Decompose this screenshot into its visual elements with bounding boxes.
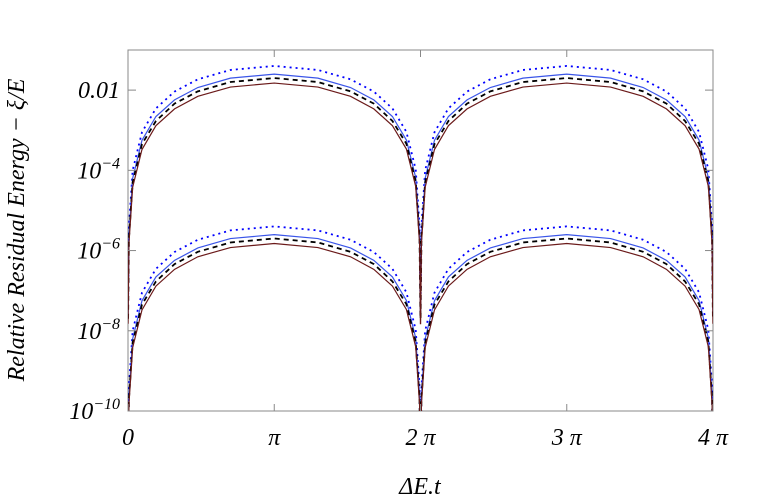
series-line bbox=[128, 242, 713, 411]
series-line bbox=[128, 233, 713, 411]
x-tick-label: 2 π bbox=[405, 425, 436, 451]
series-line bbox=[128, 65, 713, 308]
y-tick-label: 10−8 bbox=[77, 316, 120, 345]
y-tick-exponent: −4 bbox=[101, 155, 120, 172]
x-tick-label: 0 bbox=[122, 425, 134, 451]
y-tick-base: 10 bbox=[77, 319, 101, 345]
y-tick-label: 10−4 bbox=[77, 155, 120, 184]
x-axis-label: ΔE.t bbox=[398, 474, 442, 500]
series-line bbox=[128, 82, 713, 325]
y-tick-label: 10−6 bbox=[77, 236, 120, 265]
y-tick-exponent: −8 bbox=[101, 316, 120, 333]
y-tick-exponent: −6 bbox=[101, 236, 120, 253]
y-axis-label: Relative Residual Energy − ξ/E bbox=[4, 78, 30, 382]
y-tick-base: 10 bbox=[69, 399, 93, 425]
y-tick-exponent: −10 bbox=[93, 396, 120, 413]
y-tick-base: 10 bbox=[77, 239, 101, 265]
x-tick-label: π bbox=[268, 425, 281, 451]
x-tick-label: 4 π bbox=[698, 425, 729, 451]
y-tick-label: 10−10 bbox=[69, 396, 120, 425]
y-tick-base: 10 bbox=[77, 158, 101, 184]
x-tick-label: 3 π bbox=[551, 425, 583, 451]
y-tick-label: 0.01 bbox=[78, 78, 120, 104]
series-line bbox=[128, 225, 713, 411]
curves bbox=[128, 65, 713, 411]
